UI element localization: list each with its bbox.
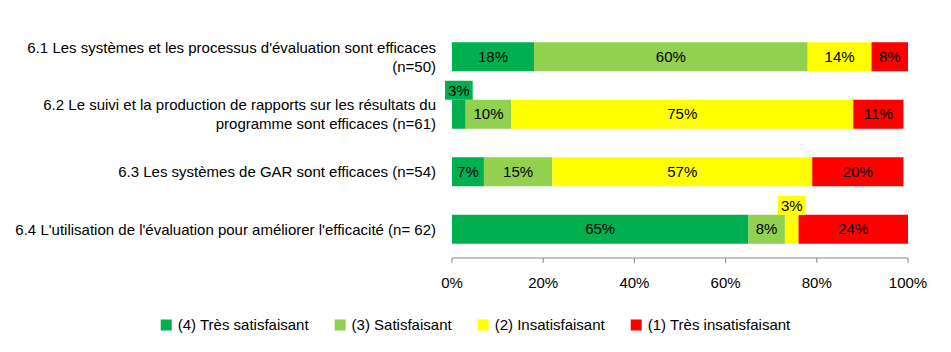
data-label: 65% <box>585 220 615 237</box>
data-label-bg <box>822 47 858 66</box>
bar-segment <box>466 100 512 129</box>
category-label: 6.2 Le suivi et la production de rapport… <box>4 94 436 134</box>
data-label-bg <box>664 162 700 181</box>
tick <box>452 258 453 263</box>
data-label: 7% <box>457 163 479 180</box>
bar-segment <box>452 100 466 129</box>
tick-label: 20% <box>528 274 558 291</box>
tick-label: 40% <box>619 274 649 291</box>
category-label: 6.1 Les systèmes et les processus d'éval… <box>4 37 436 77</box>
tick <box>543 258 544 263</box>
bars <box>452 42 908 244</box>
legend-label: (2) Insatisfaisant <box>495 316 606 333</box>
data-label: 15% <box>503 163 533 180</box>
bar-segment <box>748 215 784 244</box>
tick <box>816 258 817 263</box>
data-label-bg <box>445 81 473 100</box>
legend-label: (3) Satisfaisant <box>352 316 453 333</box>
data-label: 20% <box>843 163 873 180</box>
data-label: 18% <box>478 48 508 65</box>
data-label: 24% <box>838 220 868 237</box>
legend-swatch <box>335 320 346 331</box>
tick <box>908 258 909 263</box>
data-label: 8% <box>879 48 901 65</box>
legend: (4) Très satisfaisant (3) Satisfaisant (2)… <box>161 316 791 333</box>
legend-label: (1) Très insatisfaisant <box>648 316 791 333</box>
bar-segment <box>511 100 853 129</box>
bar-segment <box>484 157 552 186</box>
bar-segment <box>872 42 908 71</box>
x-axis: 0% 20% 40% 60% 80% 100% <box>441 258 927 291</box>
bar-segment <box>452 215 748 244</box>
data-label: 3% <box>448 82 470 99</box>
category-label: 6.4 L'utilisation de l'évaluation pour a… <box>4 209 436 249</box>
data-label: 60% <box>656 48 686 65</box>
data-label: 11% <box>864 105 893 122</box>
data-label: 14% <box>825 48 855 65</box>
bar-segment <box>853 100 903 129</box>
bar-segment <box>552 157 812 186</box>
bar-segment <box>452 157 484 186</box>
legend-swatch <box>631 320 642 331</box>
legend-swatch <box>478 320 489 331</box>
data-label: 10% <box>473 105 503 122</box>
legend-label: (4) Très satisfaisant <box>178 316 310 333</box>
legend-swatch <box>161 320 172 331</box>
tick-label: 0% <box>441 274 463 291</box>
bar-segment <box>785 215 799 244</box>
data-label: 75% <box>667 105 697 122</box>
bar-segment <box>812 157 903 186</box>
axis-line <box>452 258 908 259</box>
data-label-bg <box>778 196 806 215</box>
bar-segment <box>808 42 872 71</box>
tick-label: 60% <box>711 274 741 291</box>
tick-label: 80% <box>802 274 832 291</box>
data-label: 57% <box>667 163 697 180</box>
bar-segment <box>534 42 808 71</box>
data-labels: 18%60%14%8%3%10%75%11%7%15%57%20%65%8%3%… <box>445 47 901 238</box>
tick-label: 100% <box>889 274 927 291</box>
bar-segment <box>452 42 534 71</box>
data-label-bg <box>664 104 700 123</box>
data-label: 8% <box>756 220 778 237</box>
tick <box>725 258 726 263</box>
category-label: 6.3 Les systèmes de GAR sont efficaces (… <box>4 152 436 192</box>
bar-segment <box>799 215 908 244</box>
tick <box>634 258 635 263</box>
data-label: 3% <box>781 197 803 214</box>
